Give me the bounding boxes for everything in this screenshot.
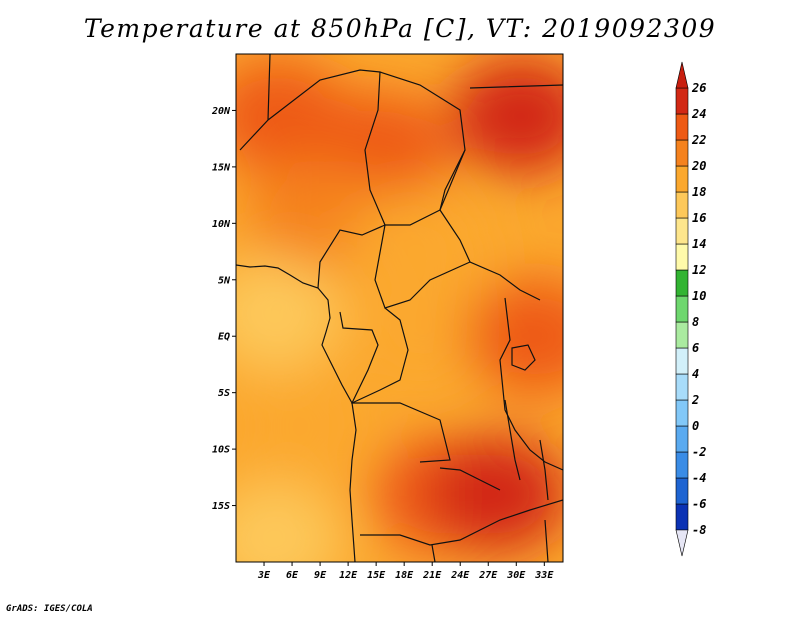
colorbar-label-11: 14 bbox=[692, 237, 706, 251]
chart-title: Temperature at 850hPa [C], VT: 201909230… bbox=[83, 14, 717, 43]
colorbar-label-6: 4 bbox=[692, 367, 699, 381]
colorbar-segment-3 bbox=[675, 425, 689, 453]
colorbar-over-arrow bbox=[675, 61, 689, 89]
colorbar-label-8: 8 bbox=[692, 315, 699, 329]
x-tick-label-4: 15E bbox=[367, 570, 386, 581]
country-boundaries bbox=[236, 54, 563, 562]
field-region-4 bbox=[348, 187, 489, 304]
colorbar-segment-2 bbox=[675, 451, 689, 479]
lake-victoria bbox=[511, 344, 536, 371]
colorbar-label-9: 10 bbox=[692, 289, 706, 303]
colorbar-segment-0 bbox=[675, 503, 689, 531]
colorbar-segment-1 bbox=[675, 477, 689, 505]
field-region-2 bbox=[450, 58, 563, 175]
temperature-field bbox=[236, 54, 563, 562]
y-tick-label-6: 10S bbox=[212, 445, 230, 456]
colorbar-label-5: 2 bbox=[691, 393, 699, 407]
y-tick-label-0: 20N bbox=[211, 106, 231, 117]
x-tick-label-2: 9E bbox=[314, 570, 327, 581]
x-axis: 3E 6E 9E 12E 15E 18E 21E 24E 27E 30E 33E bbox=[257, 562, 554, 581]
colorbar-segment-13 bbox=[675, 165, 689, 193]
colorbar-segment-10 bbox=[675, 243, 689, 271]
x-tick-label-3: 12E bbox=[339, 570, 358, 581]
colorbar-label-1: -6 bbox=[692, 497, 706, 511]
lake-tanganyika bbox=[504, 399, 521, 481]
colorbar-segment-7 bbox=[675, 321, 689, 349]
field-region-5 bbox=[236, 255, 344, 372]
coastline bbox=[236, 264, 357, 562]
x-tick-label-7: 24E bbox=[450, 570, 470, 581]
y-tick-label-4: EQ bbox=[218, 332, 230, 343]
colorbar-segment-12 bbox=[675, 191, 689, 219]
colorbar-label-3: -2 bbox=[692, 445, 706, 459]
y-tick-label-1: 15N bbox=[212, 162, 231, 173]
x-tick-label-1: 6E bbox=[286, 570, 299, 581]
border bbox=[239, 54, 466, 211]
y-tick-label-7: 15S bbox=[212, 501, 230, 512]
border bbox=[351, 307, 409, 404]
colorbar-label-16: 24 bbox=[691, 107, 706, 121]
field-region-8 bbox=[236, 368, 372, 485]
x-tick-label-8: 27E bbox=[478, 570, 498, 581]
y-tick-label-3: 5N bbox=[218, 275, 231, 286]
colorbar-segment-6 bbox=[675, 347, 689, 375]
colorbar-label-14: 20 bbox=[691, 159, 706, 173]
colorbar-label-15: 22 bbox=[691, 133, 706, 147]
colorbar-label-7: 6 bbox=[692, 341, 699, 355]
border bbox=[374, 209, 471, 309]
colorbar-segment-8 bbox=[675, 295, 689, 323]
colorbar-segment-14 bbox=[675, 139, 689, 167]
y-axis: 20N 15N 10N 5N EQ 5S 10S 15S bbox=[211, 106, 236, 512]
x-tick-label-0: 3E bbox=[257, 570, 271, 581]
credit-label: GrADS: IGES/COLA bbox=[6, 604, 93, 614]
border bbox=[360, 499, 563, 546]
colorbar-under-arrow bbox=[675, 529, 689, 557]
lake-malawi bbox=[539, 439, 549, 501]
colorbar-segment-5 bbox=[675, 373, 689, 401]
colorbar-segment-11 bbox=[675, 217, 689, 245]
x-tick-label-5: 18E bbox=[395, 570, 414, 581]
field-region-11 bbox=[236, 481, 344, 562]
colorbar-segment-9 bbox=[675, 269, 689, 297]
colorbar-label-17: 26 bbox=[691, 81, 706, 95]
colorbar-segment-15 bbox=[675, 113, 689, 141]
field-region-10 bbox=[427, 436, 563, 553]
field-region-7 bbox=[464, 278, 563, 395]
colorbar-label-0: -8 bbox=[692, 523, 706, 537]
colorbar-segment-16 bbox=[675, 87, 689, 115]
y-tick-label-2: 10N bbox=[212, 219, 231, 230]
x-tick-label-9: 30E bbox=[506, 570, 526, 581]
colorbar-segment-4 bbox=[675, 399, 689, 427]
border bbox=[339, 311, 451, 463]
y-tick-label-5: 5S bbox=[218, 388, 230, 399]
colorbar-label-4: 0 bbox=[692, 419, 699, 433]
x-tick-label-6: 21E bbox=[422, 570, 442, 581]
colorbar-label-2: -4 bbox=[692, 471, 706, 485]
map-frame bbox=[235, 53, 564, 563]
border bbox=[431, 467, 549, 562]
x-tick-label-10: 33E bbox=[534, 570, 554, 581]
colorbar-label-10: 12 bbox=[692, 263, 706, 277]
border bbox=[499, 297, 563, 471]
colorbar-label-13: 18 bbox=[692, 185, 706, 199]
colorbar-label-12: 16 bbox=[692, 211, 706, 225]
